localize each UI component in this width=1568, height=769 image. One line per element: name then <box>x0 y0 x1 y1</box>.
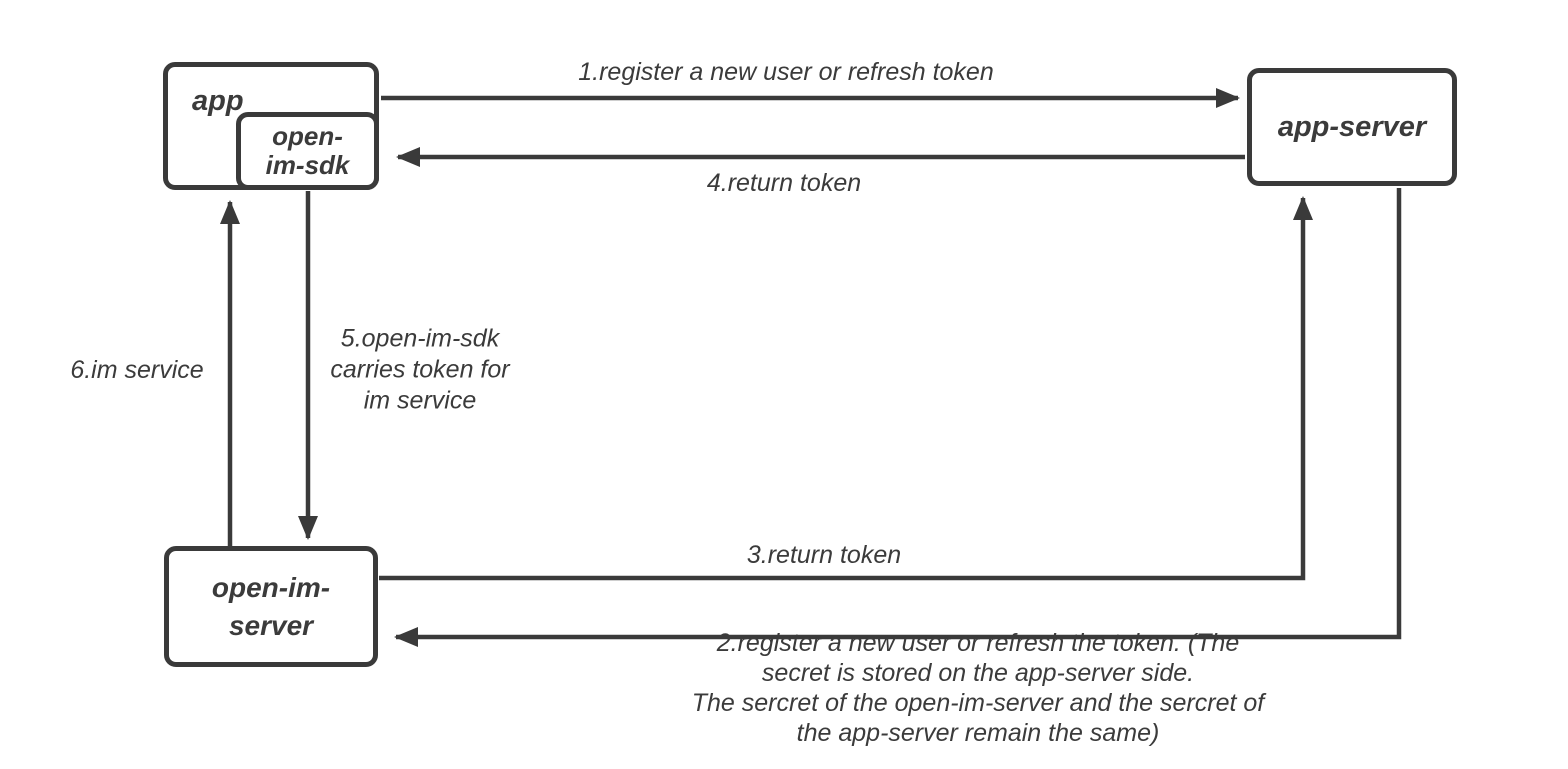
edge-6-label: 6.im service <box>70 356 204 384</box>
node-open-im-server-label: open-im- server <box>211 571 331 641</box>
edge-3-return-token-arrow <box>379 196 1313 581</box>
node-app-label: app <box>192 85 244 117</box>
edge-3-label: 3.return token <box>746 541 902 569</box>
node-open-im-sdk: open- im-sdk <box>236 112 379 190</box>
node-open-im-server: open-im- server <box>164 546 378 667</box>
edge-4-label: 4.return token <box>706 169 862 197</box>
node-open-im-sdk-label: open- im-sdk <box>265 121 350 180</box>
edge-2-label: 2.register a new user or refresh the tok… <box>691 629 1265 747</box>
edge-2-register-arrow <box>394 188 1402 647</box>
node-app-server: app-server <box>1247 68 1457 186</box>
edge-5-label: 5.open-im-sdk carries token for im servi… <box>330 324 510 415</box>
edge-1-label: 1.register a new user or refresh token <box>578 58 994 86</box>
node-app-server-label: app-server <box>1277 110 1427 143</box>
